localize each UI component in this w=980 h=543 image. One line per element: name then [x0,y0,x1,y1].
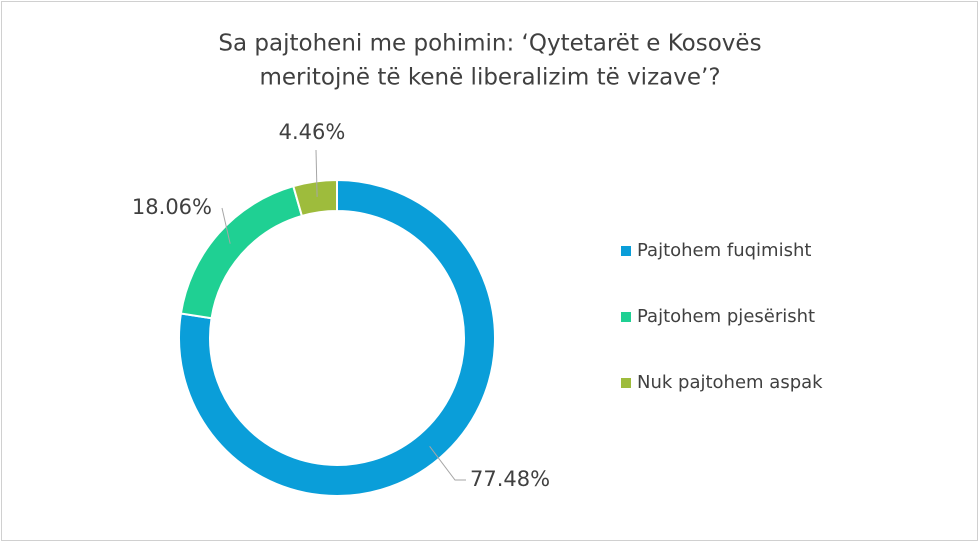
chart-title: Sa pajtoheni me pohimin: ‘Qytetarët e Ko… [218,31,761,57]
donut-segment [292,178,338,218]
chart-title: meritojnë të kenë liberalizim të vizave’… [259,65,720,91]
legend-swatch [621,312,631,322]
legend-label: Pajtohem fuqimisht [637,240,811,261]
legend-swatch [621,378,631,388]
leader-line [429,445,466,481]
legend-label: Pajtohem pjesërisht [637,306,815,327]
leader-line [221,207,231,244]
data-label: 4.46% [279,120,346,144]
data-label: 18.06% [132,195,212,219]
legend-swatch [621,246,631,256]
data-label: 77.48% [470,467,550,491]
legend-label: Nuk pajtohem aspak [637,372,823,393]
leader-line [315,149,318,197]
donut-segment [178,178,496,497]
